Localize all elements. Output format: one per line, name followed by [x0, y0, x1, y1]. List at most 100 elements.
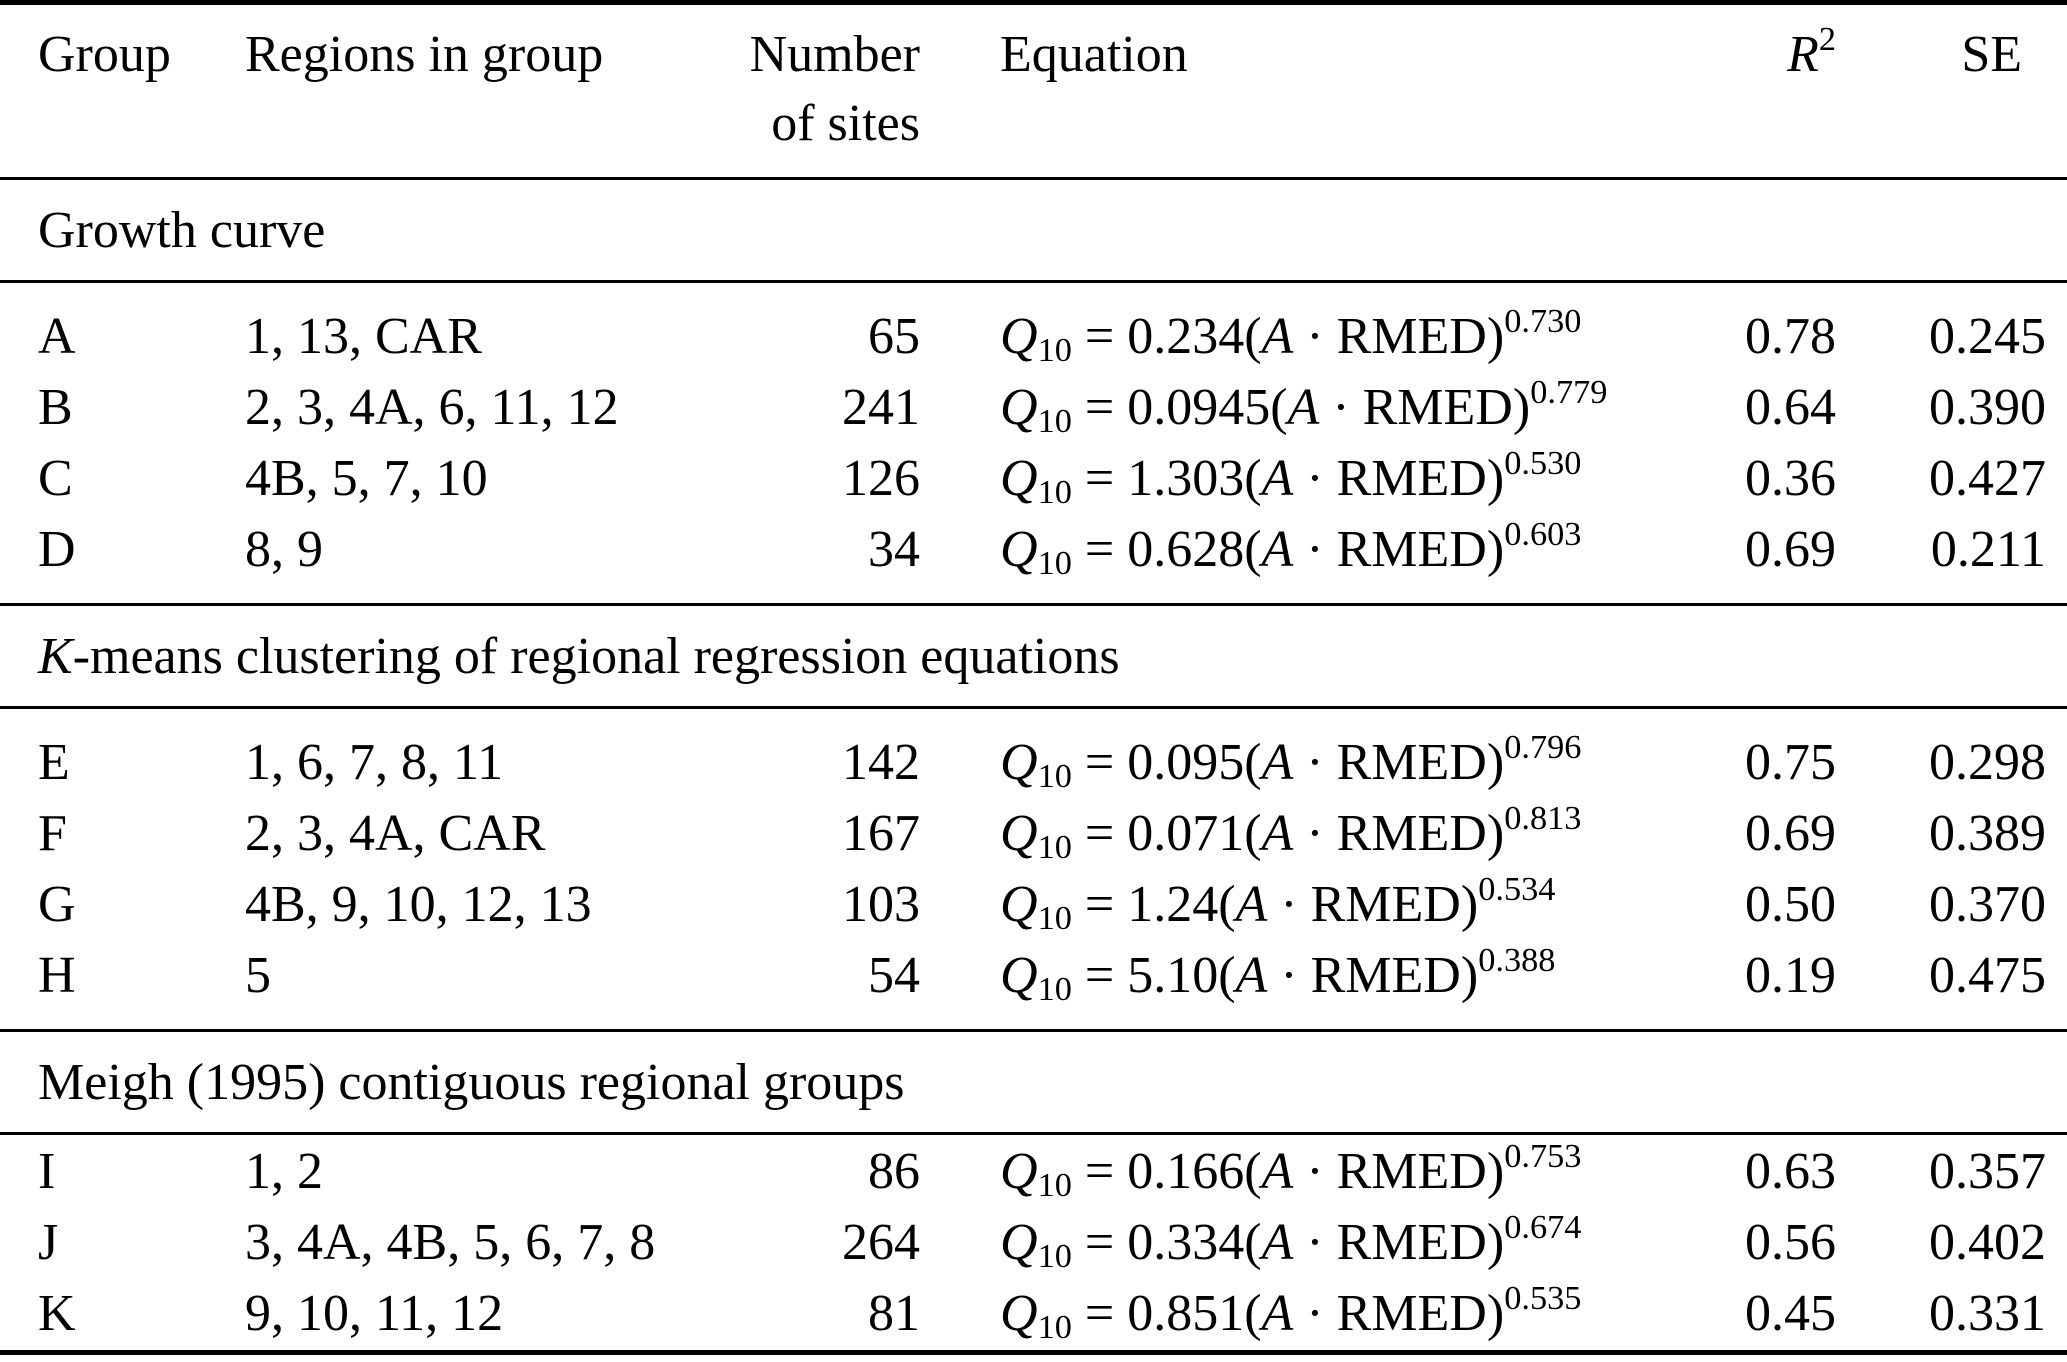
equation-cell: Q10 = 1.24(A · RMED)0.534 [920, 872, 1706, 935]
group-cell: J [38, 1214, 59, 1271]
section-title-row: Growth curve [0, 180, 2067, 280]
equation-q: Q [1000, 1285, 1038, 1342]
equation-cell: Q10 = 0.0945(A · RMED)0.779 [920, 375, 1706, 438]
equation-open-paren: ( [1244, 805, 1262, 862]
equation-dot-operator: · [1293, 1285, 1337, 1342]
equation-equals: = [1071, 1143, 1128, 1200]
equation-q: Q [1000, 379, 1038, 436]
equation-open-paren: ( [1244, 450, 1262, 507]
table-section: Meigh (1995) contiguous regional groups … [0, 1029, 2067, 1350]
r-squared-cell: 0.19 [1745, 947, 1836, 1004]
se-cell: 0.370 [1929, 876, 2046, 933]
column-header-sites-line2: of sites [771, 94, 920, 152]
equation-rmed: RMED [1336, 450, 1487, 507]
equation-exponent: 0.535 [1504, 1278, 1582, 1317]
equation-dot-operator: · [1267, 947, 1311, 1004]
equation-equals: = [1071, 734, 1128, 791]
sites-cell: 65 [868, 308, 920, 365]
regions-cell: 2, 3, 4A, CAR [245, 805, 546, 862]
equation-close-paren: ) [1486, 1143, 1505, 1200]
r-squared-cell: 0.36 [1745, 450, 1836, 507]
equation-q: Q [1000, 450, 1038, 507]
sites-cell: 126 [842, 450, 920, 507]
equation-equals: = [1071, 450, 1128, 507]
regions-cell: 3, 4A, 4B, 5, 6, 7, 8 [245, 1214, 656, 1271]
equation-exponent: 0.530 [1504, 443, 1582, 482]
column-header-se: SE [1961, 26, 2022, 83]
group-cell: H [38, 947, 76, 1004]
equation-rmed: RMED [1336, 1143, 1487, 1200]
r-squared-exponent: 2 [1818, 19, 1836, 58]
equation-coefficient: 0.166 [1127, 1143, 1245, 1200]
table-row: H 5 54 Q10 = 5.10(A · RMED)0.388 0.19 0.… [0, 940, 2067, 1011]
regions-cell: 1, 2 [245, 1143, 323, 1200]
equation-q: Q [1000, 308, 1038, 365]
equation-area-variable: A [1235, 876, 1268, 933]
se-cell: 0.390 [1929, 379, 2046, 436]
section-rows: E 1, 6, 7, 8, 11 142 Q10 = 0.095(A · RME… [0, 709, 2067, 1029]
equation-coefficient: 0.334 [1127, 1214, 1245, 1271]
equation-close-paren: ) [1486, 734, 1505, 791]
section-title: K-means clustering of regional regressio… [38, 627, 1120, 686]
table-section: K-means clustering of regional regressio… [0, 603, 2067, 1029]
equation-area-variable: A [1261, 521, 1294, 578]
se-cell: 0.389 [1929, 805, 2046, 862]
se-cell: 0.402 [1929, 1214, 2046, 1271]
equation-open-paren: ( [1218, 947, 1236, 1004]
section-title-part: Meigh (1995) contiguous regional groups [38, 1053, 905, 1111]
equation-open-paren: ( [1244, 734, 1262, 791]
equation-equals: = [1071, 521, 1128, 578]
equation-q: Q [1000, 1214, 1038, 1271]
r-squared-cell: 0.63 [1745, 1143, 1836, 1200]
section-top-rule [0, 1029, 2067, 1032]
regions-cell: 8, 9 [245, 521, 323, 578]
se-cell: 0.211 [1930, 521, 2046, 578]
r-squared-cell: 0.69 [1745, 521, 1836, 578]
section-top-rule [0, 603, 2067, 606]
group-cell: C [38, 450, 73, 507]
regions-cell: 4B, 5, 7, 10 [245, 450, 488, 507]
r-squared-cell: 0.78 [1745, 308, 1836, 365]
equation-cell: Q10 = 0.851(A · RMED)0.535 [920, 1281, 1706, 1344]
se-cell: 0.298 [1929, 734, 2046, 791]
equation-area-variable: A [1261, 308, 1294, 365]
group-cell: K [38, 1285, 76, 1342]
section-title-part: K [38, 627, 73, 685]
equation-close-paren: ) [1486, 1214, 1505, 1271]
equation-dot-operator: · [1267, 876, 1311, 933]
sites-cell: 167 [842, 805, 920, 862]
regions-cell: 5 [245, 947, 271, 1004]
equation-q: Q [1000, 1143, 1038, 1200]
equation-q: Q [1000, 521, 1038, 578]
equation-coefficient: 0.0945 [1127, 379, 1271, 436]
se-cell: 0.357 [1929, 1143, 2046, 1200]
top-rule [0, 0, 2067, 5]
equation-rmed: RMED [1362, 379, 1513, 436]
group-cell: A [38, 308, 76, 365]
section-title: Growth curve [38, 201, 325, 260]
table-row: E 1, 6, 7, 8, 11 142 Q10 = 0.095(A · RME… [0, 727, 2067, 798]
sites-cell: 86 [868, 1143, 920, 1200]
section-title-row: Meigh (1995) contiguous regional groups [0, 1032, 2067, 1132]
equation-cell: Q10 = 0.628(A · RMED)0.603 [920, 517, 1706, 580]
equation-exponent: 0.813 [1504, 798, 1582, 837]
equation-exponent: 0.796 [1504, 727, 1582, 766]
r-squared-cell: 0.69 [1745, 805, 1836, 862]
equation-cell: Q10 = 0.334(A · RMED)0.674 [920, 1210, 1706, 1273]
table-row: G 4B, 9, 10, 12, 13 103 Q10 = 1.24(A · R… [0, 869, 2067, 940]
equation-open-paren: ( [1244, 1285, 1262, 1342]
table-row: B 2, 3, 4A, 6, 11, 12 241 Q10 = 0.0945(A… [0, 372, 2067, 443]
equation-equals: = [1071, 947, 1128, 1004]
table-header-row: Group Regions in group Number of sites E… [0, 5, 2067, 177]
column-header-group: Group [38, 26, 171, 83]
equation-dot-operator: · [1293, 1143, 1337, 1200]
equation-rmed: RMED [1336, 521, 1487, 578]
equation-rmed: RMED [1310, 876, 1461, 933]
equation-open-paren: ( [1244, 521, 1262, 578]
se-cell: 0.427 [1929, 450, 2046, 507]
table-row: C 4B, 5, 7, 10 126 Q10 = 1.303(A · RMED)… [0, 443, 2067, 514]
r-squared-cell: 0.45 [1745, 1285, 1836, 1342]
sites-cell: 103 [842, 876, 920, 933]
column-header-regions: Regions in group [245, 26, 604, 83]
equation-coefficient: 0.234 [1127, 308, 1245, 365]
